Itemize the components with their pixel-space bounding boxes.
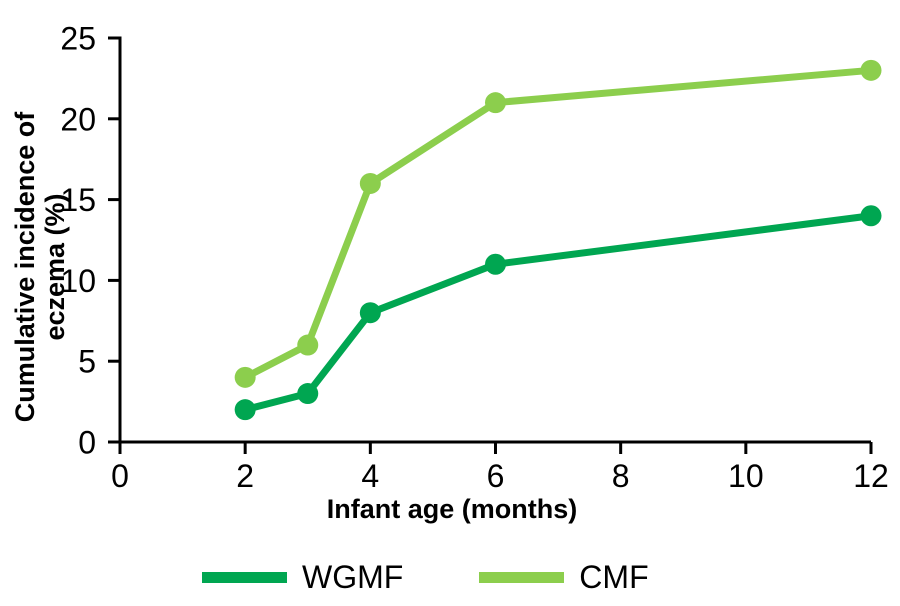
series-line-cmf xyxy=(241,66,875,381)
x-tick-label-10: 10 xyxy=(728,458,764,494)
marker-cmf-12m xyxy=(860,59,882,81)
x-tick-label-6: 6 xyxy=(487,458,505,494)
marker-cmf-4m xyxy=(359,172,381,194)
x-axis-title: Infant age (months) xyxy=(327,494,578,524)
y-tick-label-5: 5 xyxy=(78,344,96,380)
x-tick-label-0: 0 xyxy=(111,458,129,494)
y-tick-label-0: 0 xyxy=(78,425,96,461)
cmf-line-swatch xyxy=(479,571,565,583)
marker-wgmf-3m xyxy=(297,383,319,405)
x-tick-label-12: 12 xyxy=(853,458,889,494)
x-tick-label-8: 8 xyxy=(612,458,630,494)
y-tick-label-10: 10 xyxy=(60,263,96,299)
legend: WGMF CMF xyxy=(202,561,649,593)
marker-wgmf-12m xyxy=(860,205,882,227)
y-tick-label-20: 20 xyxy=(60,101,96,137)
wgmf-legend-label: WGMF xyxy=(302,559,404,595)
y-axis-title-line-1: Cumulative incidence of xyxy=(10,111,40,423)
x-tick-label-4: 4 xyxy=(361,458,379,494)
cmf-legend-label: CMF xyxy=(579,559,649,595)
axes: 0 5 10 15 20 25 0 2 4 6 8 10 12 xyxy=(60,21,888,495)
legend-item-cmf: CMF xyxy=(479,559,649,595)
y-tick-label-25: 25 xyxy=(60,21,96,57)
series-line-wgmf xyxy=(241,212,875,414)
marker-cmf-2m xyxy=(234,366,256,388)
y-axis-title-line-2: eczema (%) xyxy=(40,193,70,340)
marker-wgmf-6m xyxy=(485,253,506,275)
y-tick-label-15: 15 xyxy=(60,182,96,218)
marker-wgmf-2m xyxy=(234,399,256,421)
marker-cmf-3m xyxy=(297,334,319,356)
marker-wgmf-4m xyxy=(359,302,381,324)
series-layer xyxy=(234,59,882,421)
legend-item-wgmf: WGMF xyxy=(202,561,403,593)
x-tick-label-2: 2 xyxy=(236,458,254,494)
marker-cmf-6m xyxy=(485,92,506,114)
wgmf-line-swatch xyxy=(202,571,287,583)
